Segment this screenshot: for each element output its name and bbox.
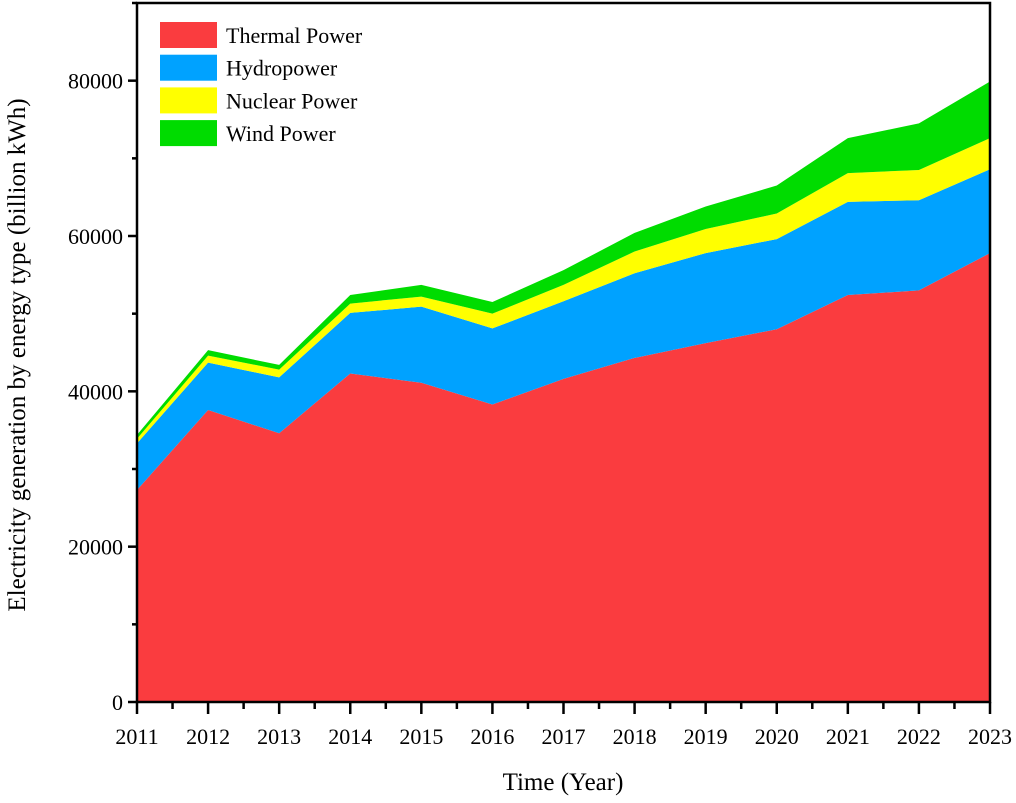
x-tick-label: 2021 — [826, 724, 870, 749]
x-tick-label: 2015 — [399, 724, 443, 749]
legend-swatch — [160, 87, 217, 114]
x-tick-label: 2013 — [257, 724, 301, 749]
area-nuclear-power — [137, 138, 990, 444]
x-tick-label: 2014 — [328, 724, 372, 749]
x-tick-label: 2019 — [684, 724, 728, 749]
x-tick-label: 2011 — [115, 724, 158, 749]
axes: 0 20000 40000 60000 80000 2011 2012 2013 2014 201… — [68, 1, 1012, 749]
x-tick-label: 2016 — [470, 724, 514, 749]
area-thermal-power — [137, 253, 990, 702]
y-tick-label: 60000 — [68, 224, 123, 249]
x-tick-label: 2020 — [755, 724, 799, 749]
legend-swatch — [160, 22, 217, 48]
legend: Thermal Power Hydropower Nuclear Power Wind… — [160, 22, 363, 147]
area-hydropower — [137, 169, 990, 490]
x-tick-label: 2012 — [186, 724, 230, 749]
x-tick-label: 2017 — [542, 724, 586, 749]
legend-label: Wind Power — [226, 121, 336, 146]
x-axis-label: Time (Year) — [503, 769, 624, 796]
y-tick-label: 20000 — [68, 535, 123, 560]
y-tick-label: 80000 — [68, 69, 123, 94]
x-tick-label: 2018 — [613, 724, 657, 749]
x-tick-label: 2023 — [968, 724, 1012, 749]
legend-label: Hydropower — [226, 56, 338, 81]
legend-swatch — [160, 54, 217, 81]
y-axis-label: Electricity generation by energy type (b… — [4, 98, 31, 611]
legend-label: Thermal Power — [226, 23, 363, 48]
y-tick-label: 40000 — [68, 379, 123, 404]
legend-swatch — [160, 120, 217, 147]
x-tick-label: 2022 — [897, 724, 941, 749]
y-tick-label: 0 — [112, 690, 123, 715]
areas — [137, 81, 990, 702]
legend-label: Nuclear Power — [226, 88, 358, 113]
